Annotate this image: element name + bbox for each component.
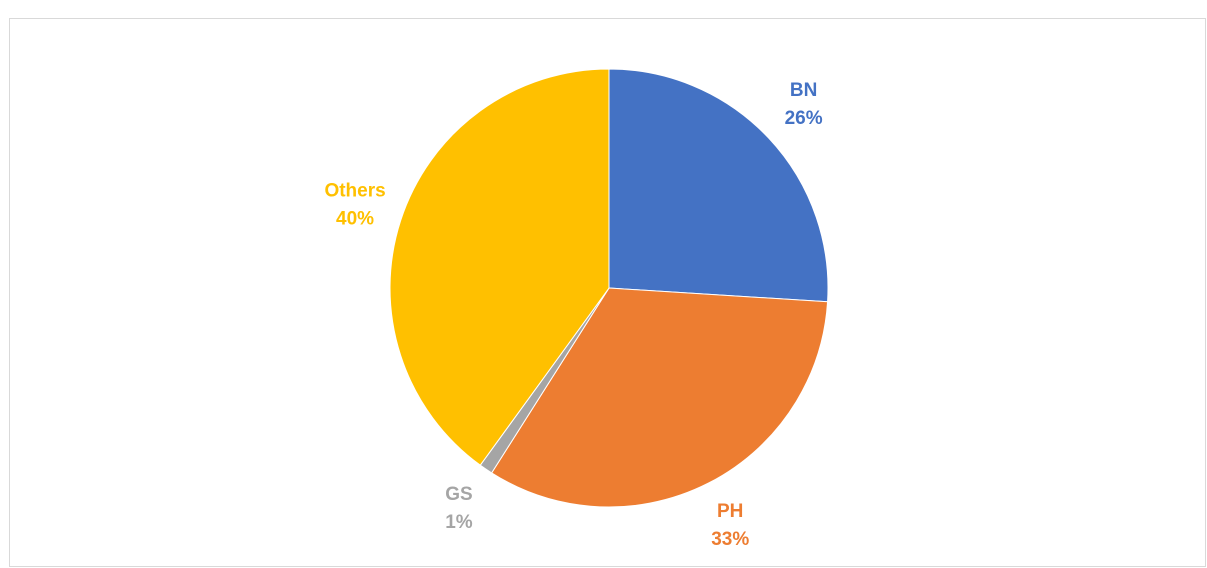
slice-value-label: 1% bbox=[445, 512, 473, 533]
slice-label: GS bbox=[445, 484, 472, 505]
slice-value-label: 26% bbox=[785, 108, 823, 129]
slice-label: Others bbox=[324, 181, 385, 202]
slice-value-label: 40% bbox=[336, 209, 374, 230]
pie-slice bbox=[608, 68, 829, 303]
pie-slice bbox=[389, 68, 610, 466]
pie-slice bbox=[490, 287, 829, 508]
slice-value-label: 33% bbox=[711, 529, 749, 550]
slice-label: PH bbox=[717, 501, 743, 522]
slice-label: BN bbox=[790, 80, 817, 101]
